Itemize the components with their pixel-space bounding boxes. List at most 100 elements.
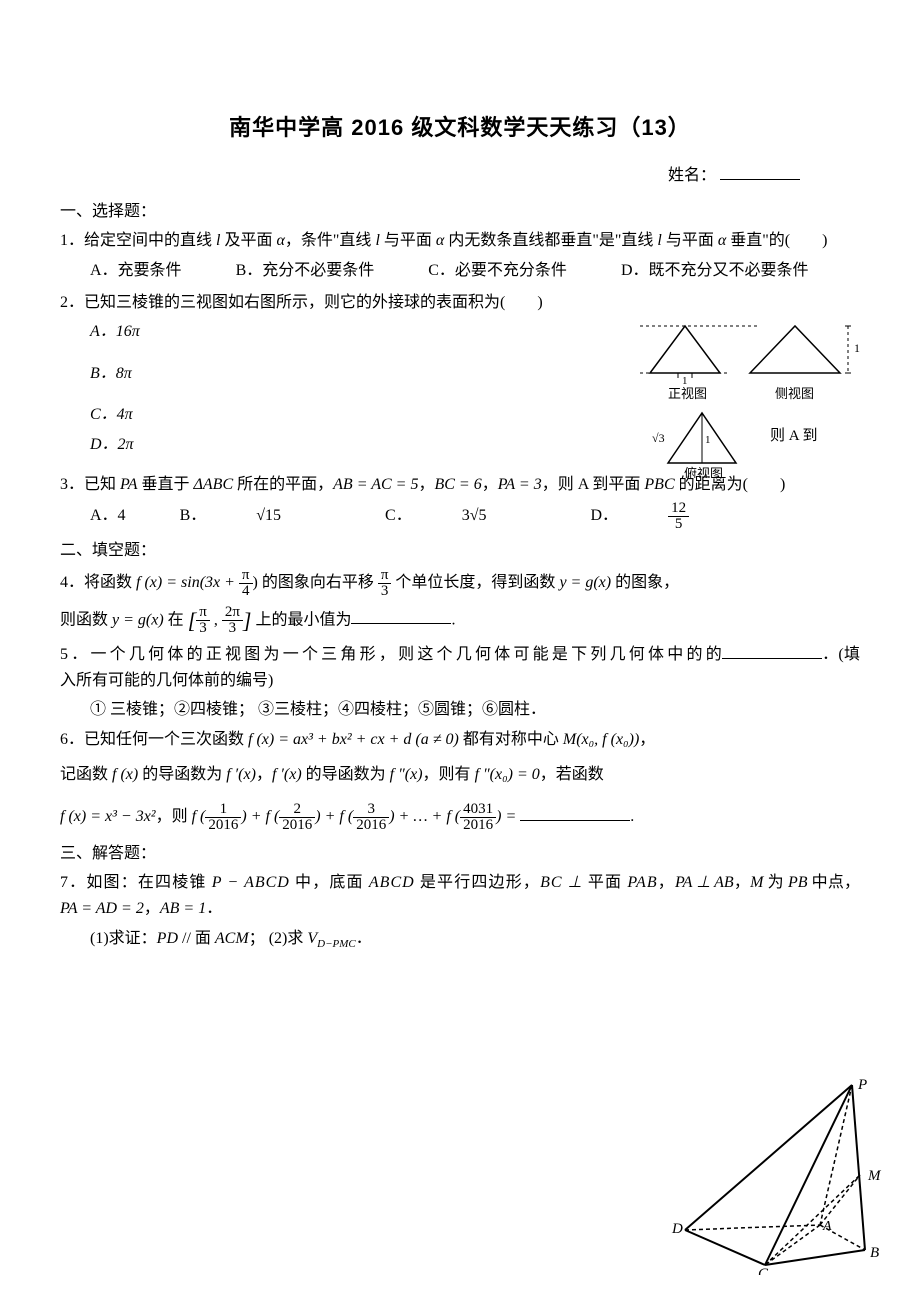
q4-i1n: π [196, 605, 210, 621]
q4-tf: 上的最小值为 [251, 611, 351, 628]
page-title: 南华中学高 2016 级文科数学天天练习（13） [60, 110, 860, 145]
q6-blank[interactable] [520, 805, 630, 821]
q1-tb: 及平面 [220, 232, 276, 249]
q1-optA: A．充要条件 [90, 258, 182, 284]
q6-close: ) = [496, 808, 516, 825]
q4-pi4n: π [239, 568, 253, 584]
q7-bc: BC ⊥ [540, 874, 588, 891]
q3-ta: 3．已知 [60, 476, 120, 493]
q7-pabcd: P − ABCD [212, 874, 290, 891]
question-6-l2: 记函数 f (x) 的导函数为 f ′(x)，f ′(x) 的导函数为 f ″(… [60, 762, 860, 788]
q7-ti: ． [206, 900, 222, 917]
name-blank[interactable] [720, 179, 800, 180]
q2-text: 2．已知三棱锥的三视图如右图所示，则它的外接球的表面积为( ) [60, 294, 543, 311]
q6-a3d: 2016 [353, 818, 389, 833]
svg-text:侧视图: 侧视图 [775, 386, 814, 401]
q7-eq2: AB = 1 [160, 900, 206, 917]
q7-sub1a: (1)求证： [90, 930, 157, 947]
q6-fp2: f ′(x) [272, 766, 302, 783]
q7-acm: ACM [215, 930, 249, 947]
q6-tg: 的导函数为 [302, 766, 390, 783]
q2-optC-txt: C．4π [90, 406, 133, 423]
q6-te: 的导函数为 [138, 766, 226, 783]
question-6-l3: f (x) = x³ − 3x²，则 f (12016) + f (22016)… [60, 802, 860, 833]
q7-tc2: 平面 [588, 874, 628, 891]
q3-tb: 垂直于 [138, 476, 194, 493]
q3-optD-pre: D． [591, 503, 619, 529]
name-label: 姓名： [668, 167, 716, 184]
q6-th: ，则有 [423, 766, 475, 783]
name-field-row: 姓名： [60, 163, 860, 189]
q1-tf: 与平面 [662, 232, 718, 249]
q7-abcd: ABCD [369, 874, 415, 891]
question-4-line2: 则函数 y = g(x) 在 [π3 , 2π3] 上的最小值为. [60, 603, 860, 638]
q6-tb: 都有对称中心 [459, 731, 563, 748]
q3-optC-val: 3√5 [462, 503, 487, 529]
q6-tc: ， [639, 731, 655, 748]
q4-i2d: 3 [222, 621, 243, 636]
section-3-head: 三、解答题： [60, 841, 860, 867]
q5-blank[interactable] [722, 643, 822, 659]
q7-tg: 中点， [807, 874, 860, 891]
q1-tc: ，条件"直线 [285, 232, 376, 249]
q1-tg: 垂直"的( ) [726, 232, 827, 249]
q6-a2d: 2016 [279, 818, 315, 833]
q6-tf: ， [256, 766, 272, 783]
q6-ti: ，若函数 [540, 766, 604, 783]
q4-brL: [ [188, 608, 197, 633]
q6-fpp: f ″(x) [390, 766, 423, 783]
section-1-head: 一、选择题： [60, 199, 860, 225]
q3-optD-d: 5 [668, 517, 689, 532]
q7-pb: PB [788, 874, 808, 891]
q4-i2n: 2π [222, 605, 243, 621]
q3-optA: A．4 [90, 503, 126, 529]
svg-text:俯视图: 俯视图 [684, 466, 723, 478]
q3-optC: C． 3√5 [385, 503, 536, 529]
q7-th: ， [144, 900, 160, 917]
q7-sub1c: ； [249, 930, 265, 947]
svg-text:1: 1 [705, 434, 711, 446]
q3-eq2: BC = 6 [434, 476, 481, 493]
q3-optB-pre: B． [180, 503, 207, 529]
q7-par: // [178, 930, 195, 947]
q7-paab: PA ⊥ AB [675, 874, 734, 891]
q6-fx2: f (x) [112, 766, 138, 783]
q7-m: M [750, 874, 763, 891]
three-views-svg: 1 正视图 1 侧视图 1 √3 俯视图 则 A 到 [640, 318, 870, 478]
q4-td: 的图象， [611, 574, 679, 591]
q2-optD-txt: D．2π [90, 436, 134, 453]
q3-eq3: PA = 3 [498, 476, 542, 493]
q3-optC-pre: C． [385, 503, 412, 529]
q4-fx: f (x) = sin(3x + [136, 574, 239, 591]
q6-a1n: 1 [205, 802, 241, 818]
q2-optB-txt: B．8π [90, 365, 132, 382]
svg-text:A: A [822, 1219, 832, 1234]
q7-tc: 是平行四边形， [415, 874, 540, 891]
q6-a3n: 3 [353, 802, 389, 818]
q7-eq1: PA = AD = 2 [60, 900, 144, 917]
q6-period: . [630, 808, 634, 825]
q3-tc: 所在的平面， [233, 476, 333, 493]
q1-optB: B．充分不必要条件 [236, 258, 375, 284]
q7-tb: 中，底面 [290, 874, 369, 891]
q1-a3: α [718, 232, 726, 249]
question-4: 4．将函数 f (x) = sin(3x + π4) 的图象向右平移 π3 个单… [60, 568, 860, 599]
q3-optD-n: 12 [668, 501, 689, 517]
question-1: 1．给定空间中的直线 l 及平面 α，条件"直线 l 与平面 α 内无数条直线都… [60, 228, 860, 254]
q7-sub1b: 面 [195, 930, 215, 947]
q6-a2n: 2 [279, 802, 315, 818]
q2-figure: 1 正视图 1 侧视图 1 √3 俯视图 则 A 到 [640, 318, 870, 487]
q6-fx: f (x) = ax³ + bx² + cx + d (a ≠ 0) [248, 731, 459, 748]
q3-tf: ，则 A 到平面 [542, 476, 645, 493]
q4-blank[interactable] [351, 608, 451, 624]
q6-ta: 6．已知任何一个三次函数 [60, 731, 248, 748]
q7-te: ， [734, 874, 750, 891]
svg-text:则 A 到: 则 A 到 [770, 427, 818, 444]
q4-comma: , [210, 611, 222, 628]
q6-a1d: 2016 [205, 818, 241, 833]
q6-p2: ) + f ( [315, 808, 353, 825]
q3-optD: D． 125 [591, 501, 790, 532]
q2-optA-txt: A．16π [90, 323, 140, 340]
svg-text:正视图: 正视图 [668, 386, 707, 401]
q7-sub2a: (2)求 [269, 930, 308, 947]
